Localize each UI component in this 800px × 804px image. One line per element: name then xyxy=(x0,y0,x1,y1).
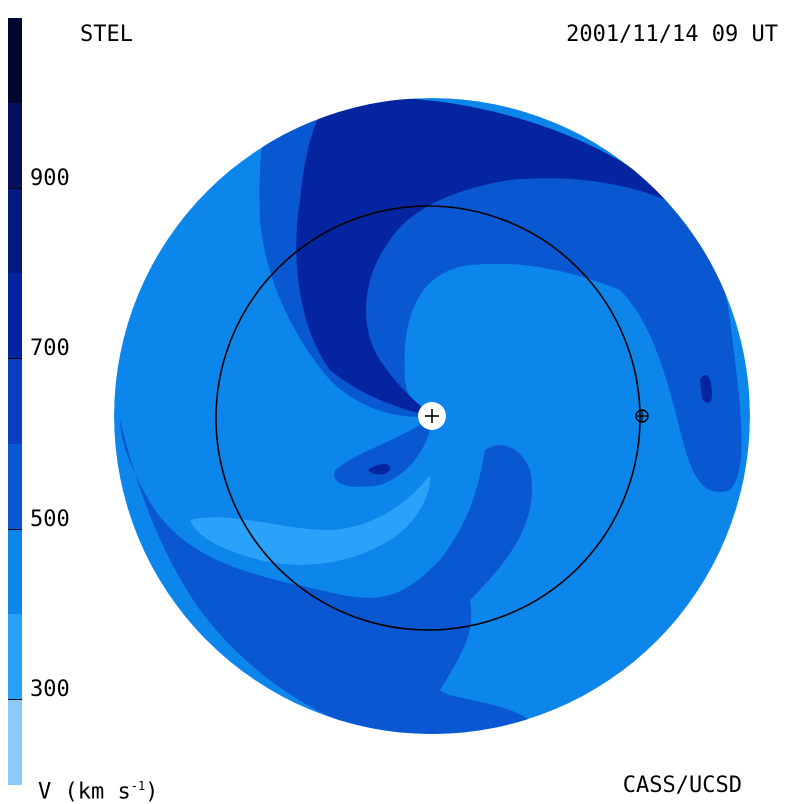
colorbar-tick-label-300: 300 xyxy=(30,676,70,702)
sun-plus-icon xyxy=(418,402,446,430)
colorbar-bin-800 xyxy=(8,188,22,275)
velocity-region-mid-west xyxy=(334,418,432,487)
velocity-region-high-spot-west xyxy=(368,464,391,475)
earth-orbit-circle xyxy=(215,205,641,631)
colorbar-bin-600 xyxy=(8,358,22,445)
velocity-region-high-north xyxy=(296,98,665,416)
colorbar-bin-200 xyxy=(8,698,22,785)
colorbar-tick-label-700: 700 xyxy=(30,336,70,362)
colorbar-tick-label-500: 500 xyxy=(30,506,70,532)
colorbar-bin-300 xyxy=(8,613,22,700)
colorbar-bin-400 xyxy=(8,528,22,615)
credit-label: CASS/UCSD xyxy=(622,773,742,798)
velocity-region-mid-south xyxy=(120,420,533,734)
colorbar-tick-500 xyxy=(8,528,22,530)
colorbar-bin-700 xyxy=(8,273,22,360)
colorbar-bin-900 xyxy=(8,103,22,190)
earth-marker-icon xyxy=(635,409,649,423)
spacecraft-label: STEL xyxy=(80,22,133,47)
velocity-region-high-spot-east xyxy=(700,375,712,403)
colorbar-bin-1000 xyxy=(8,18,22,105)
velocity-region-low-south xyxy=(190,475,431,565)
colorbar-bin-500 xyxy=(8,443,22,530)
colorbar-unit-label: V (km s-1) xyxy=(38,779,159,804)
colorbar-tick-700 xyxy=(8,358,22,360)
colorbar-tick-300 xyxy=(8,698,22,700)
velocity-colorbar xyxy=(8,18,22,785)
timestamp-label: 2001/11/14 09 UT xyxy=(566,22,778,47)
colorbar-tick-label-900: 900 xyxy=(30,166,70,192)
colorbar-tick-900 xyxy=(8,188,22,190)
